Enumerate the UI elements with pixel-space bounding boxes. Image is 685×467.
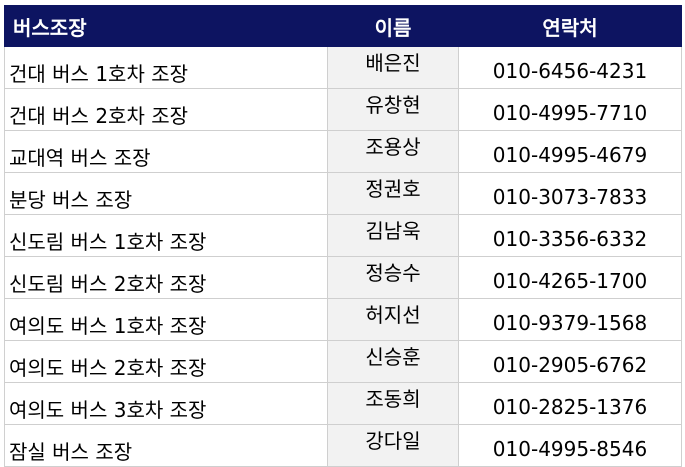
table-row: 건대 버스 1호차 조장 배은진 010-6456-4231 <box>4 46 682 89</box>
cell-role: 여의도 버스 1호차 조장 <box>4 298 328 341</box>
cell-name: 허지선 <box>327 298 459 341</box>
cell-phone: 010-2825-1376 <box>458 382 682 425</box>
cell-role: 여의도 버스 3호차 조장 <box>4 382 328 425</box>
cell-name: 정권호 <box>327 172 459 215</box>
table-row: 건대 버스 2호차 조장 유창현 010-4995-7710 <box>4 88 682 131</box>
table-row: 신도림 버스 2호차 조장 정승수 010-4265-1700 <box>4 256 682 299</box>
bus-leader-contact-table: 버스조장 이름 연락처 건대 버스 1호차 조장 배은진 010-6456-42… <box>4 5 682 467</box>
cell-name: 정승수 <box>327 256 459 299</box>
cell-role: 교대역 버스 조장 <box>4 130 328 173</box>
table-body: 건대 버스 1호차 조장 배은진 010-6456-4231 건대 버스 2호차… <box>4 46 682 467</box>
cell-phone: 010-3356-6332 <box>458 214 682 257</box>
cell-name: 김남욱 <box>327 214 459 257</box>
cell-role: 여의도 버스 2호차 조장 <box>4 340 328 383</box>
header-bus-leader: 버스조장 <box>4 5 328 47</box>
cell-phone: 010-9379-1568 <box>458 298 682 341</box>
cell-role: 신도림 버스 1호차 조장 <box>4 214 328 257</box>
cell-phone: 010-6456-4231 <box>458 46 682 89</box>
cell-name: 신승훈 <box>327 340 459 383</box>
cell-role: 분당 버스 조장 <box>4 172 328 215</box>
header-name: 이름 <box>327 5 459 47</box>
cell-name: 배은진 <box>327 46 459 89</box>
table-row: 잠실 버스 조장 강다일 010-4995-8546 <box>4 424 682 467</box>
cell-phone: 010-4995-8546 <box>458 424 682 467</box>
table-row: 여의도 버스 1호차 조장 허지선 010-9379-1568 <box>4 298 682 341</box>
cell-role: 신도림 버스 2호차 조장 <box>4 256 328 299</box>
table-row: 분당 버스 조장 정권호 010-3073-7833 <box>4 172 682 215</box>
table-row: 신도림 버스 1호차 조장 김남욱 010-3356-6332 <box>4 214 682 257</box>
table-row: 교대역 버스 조장 조용상 010-4995-4679 <box>4 130 682 173</box>
cell-role: 건대 버스 2호차 조장 <box>4 88 328 131</box>
cell-name: 조동희 <box>327 382 459 425</box>
cell-name: 조용상 <box>327 130 459 173</box>
cell-name: 강다일 <box>327 424 459 467</box>
cell-phone: 010-3073-7833 <box>458 172 682 215</box>
header-row: 버스조장 이름 연락처 <box>4 5 682 47</box>
table-row: 여의도 버스 2호차 조장 신승훈 010-2905-6762 <box>4 340 682 383</box>
cell-phone: 010-4995-7710 <box>458 88 682 131</box>
cell-role: 건대 버스 1호차 조장 <box>4 46 328 89</box>
table-header: 버스조장 이름 연락처 <box>4 5 682 47</box>
cell-phone: 010-2905-6762 <box>458 340 682 383</box>
cell-name: 유창현 <box>327 88 459 131</box>
table-row: 여의도 버스 3호차 조장 조동희 010-2825-1376 <box>4 382 682 425</box>
cell-phone: 010-4265-1700 <box>458 256 682 299</box>
cell-role: 잠실 버스 조장 <box>4 424 328 467</box>
header-contact: 연락처 <box>458 5 682 47</box>
cell-phone: 010-4995-4679 <box>458 130 682 173</box>
